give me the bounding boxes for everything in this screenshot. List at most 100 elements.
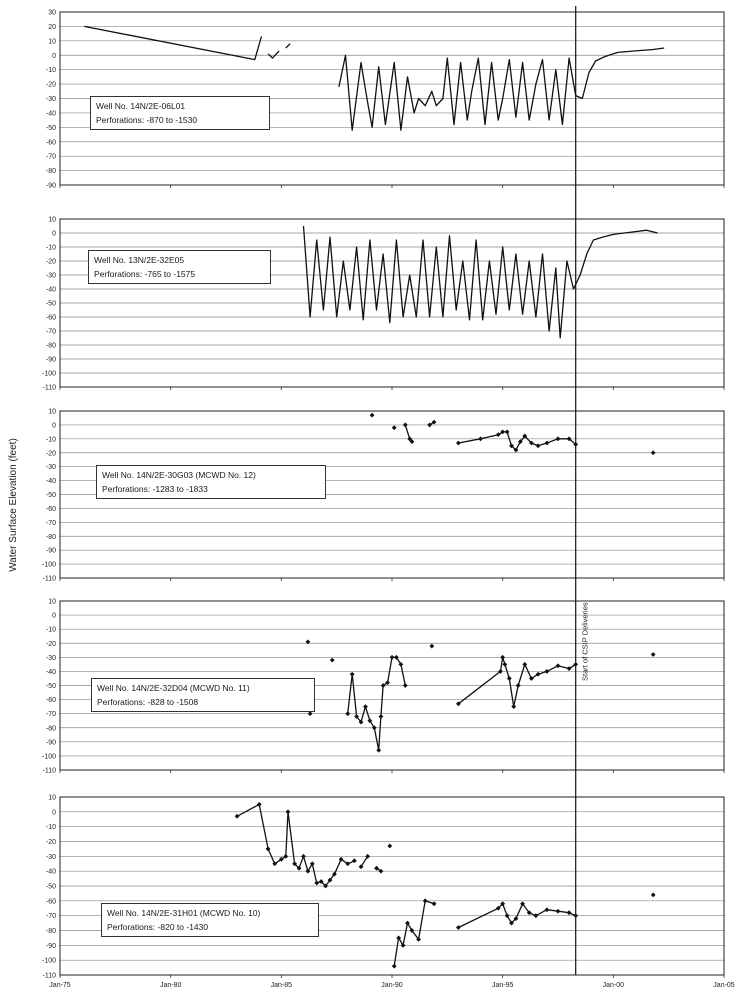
y-tick-label: -10 [46, 436, 56, 443]
y-tick-label: 0 [52, 231, 56, 238]
panel-frame [59, 410, 725, 579]
y-tick-label: -80 [46, 168, 56, 175]
data-point [385, 680, 390, 686]
y-tick-label: -20 [46, 450, 56, 457]
data-point [398, 661, 404, 667]
data-point [329, 657, 335, 663]
data-point [283, 853, 289, 859]
y-tick-label: -70 [46, 913, 56, 920]
y-tick-label: -70 [46, 154, 56, 161]
y-tick-label: -110 [43, 768, 57, 775]
y-tick-label: -30 [46, 655, 56, 662]
data-point [522, 661, 528, 667]
data-point [378, 714, 384, 719]
y-tick-label: -50 [46, 884, 56, 891]
data-point [400, 942, 406, 948]
data-point [427, 422, 433, 428]
series-line [236, 803, 355, 887]
y-tick-label: 10 [48, 599, 56, 606]
data-point [517, 439, 523, 445]
x-tick-label: Jan-95 [492, 982, 514, 989]
data-point [502, 661, 508, 667]
data-point [349, 671, 355, 677]
data-point [529, 676, 534, 681]
y-tick-label: -50 [46, 683, 56, 690]
data-point [278, 856, 284, 862]
data-point [650, 652, 656, 657]
data-point [371, 725, 377, 731]
y-tick-label: -80 [46, 928, 56, 935]
y-tick-label: -60 [46, 898, 56, 905]
well-perforations: Perforations: -870 to -1530 [96, 115, 198, 125]
y-tick-label: -110 [43, 973, 57, 980]
series-line [84, 25, 263, 61]
data-point [555, 436, 561, 442]
data-point [405, 920, 410, 926]
data-point [363, 704, 368, 710]
data-point [509, 443, 514, 449]
data-point [500, 654, 506, 660]
x-tick-label: Jan-05 [713, 982, 735, 989]
data-point [650, 450, 656, 456]
data-point [544, 440, 550, 446]
well-perforations: Perforations: -1283 to -1833 [102, 484, 208, 494]
y-tick-label: 10 [48, 38, 56, 45]
y-tick-label: -80 [46, 534, 56, 541]
y-tick-label: -80 [46, 725, 56, 732]
data-point [307, 711, 313, 717]
y-tick-label: -70 [46, 711, 56, 718]
data-point [351, 858, 357, 864]
y-tick-label: -90 [46, 548, 56, 555]
data-point [292, 861, 298, 867]
csip-marker-label: Start of CSIP Deliveries [581, 602, 590, 681]
data-point [535, 671, 541, 677]
data-point [498, 669, 503, 674]
series-line [338, 47, 665, 131]
data-point [535, 443, 541, 449]
data-point [555, 663, 561, 669]
data-point [314, 880, 320, 886]
data-point [566, 910, 572, 916]
y-tick-label: -20 [46, 82, 56, 89]
y-tick-label: -100 [42, 753, 56, 760]
data-point [544, 669, 550, 674]
data-point [396, 935, 402, 941]
data-point [318, 879, 324, 884]
data-point [391, 425, 397, 431]
data-point [504, 913, 510, 919]
data-point [650, 892, 656, 898]
data-point [520, 901, 525, 907]
y-tick-label: -50 [46, 492, 56, 499]
data-point [526, 910, 532, 916]
y-tick-label: -70 [46, 329, 56, 336]
data-point [495, 905, 501, 911]
data-point [407, 436, 413, 442]
y-tick-label: -60 [46, 506, 56, 513]
y-tick-label: -90 [46, 183, 56, 190]
data-point [380, 683, 386, 688]
data-point [309, 861, 315, 867]
y-tick-label: -40 [46, 110, 56, 117]
data-point [378, 868, 384, 874]
y-tick-label: -110 [43, 385, 57, 392]
data-point [533, 913, 539, 919]
data-point [416, 937, 421, 942]
data-point [544, 907, 550, 913]
y-tick-label: -40 [46, 669, 56, 676]
series-line [360, 855, 369, 868]
y-tick-label: -50 [46, 301, 56, 308]
y-tick-label: -30 [46, 273, 56, 280]
y-tick-label: -20 [46, 641, 56, 648]
data-point [367, 718, 373, 724]
y-tick-label: -40 [46, 869, 56, 876]
data-point [272, 861, 278, 867]
y-tick-label: -40 [46, 287, 56, 294]
x-tick-label: Jan-90 [381, 982, 403, 989]
data-point [301, 853, 306, 859]
series-line [302, 225, 658, 339]
y-tick-label: 10 [48, 217, 56, 224]
data-point [338, 856, 344, 862]
panel-frame [59, 11, 725, 186]
data-point [555, 908, 561, 914]
